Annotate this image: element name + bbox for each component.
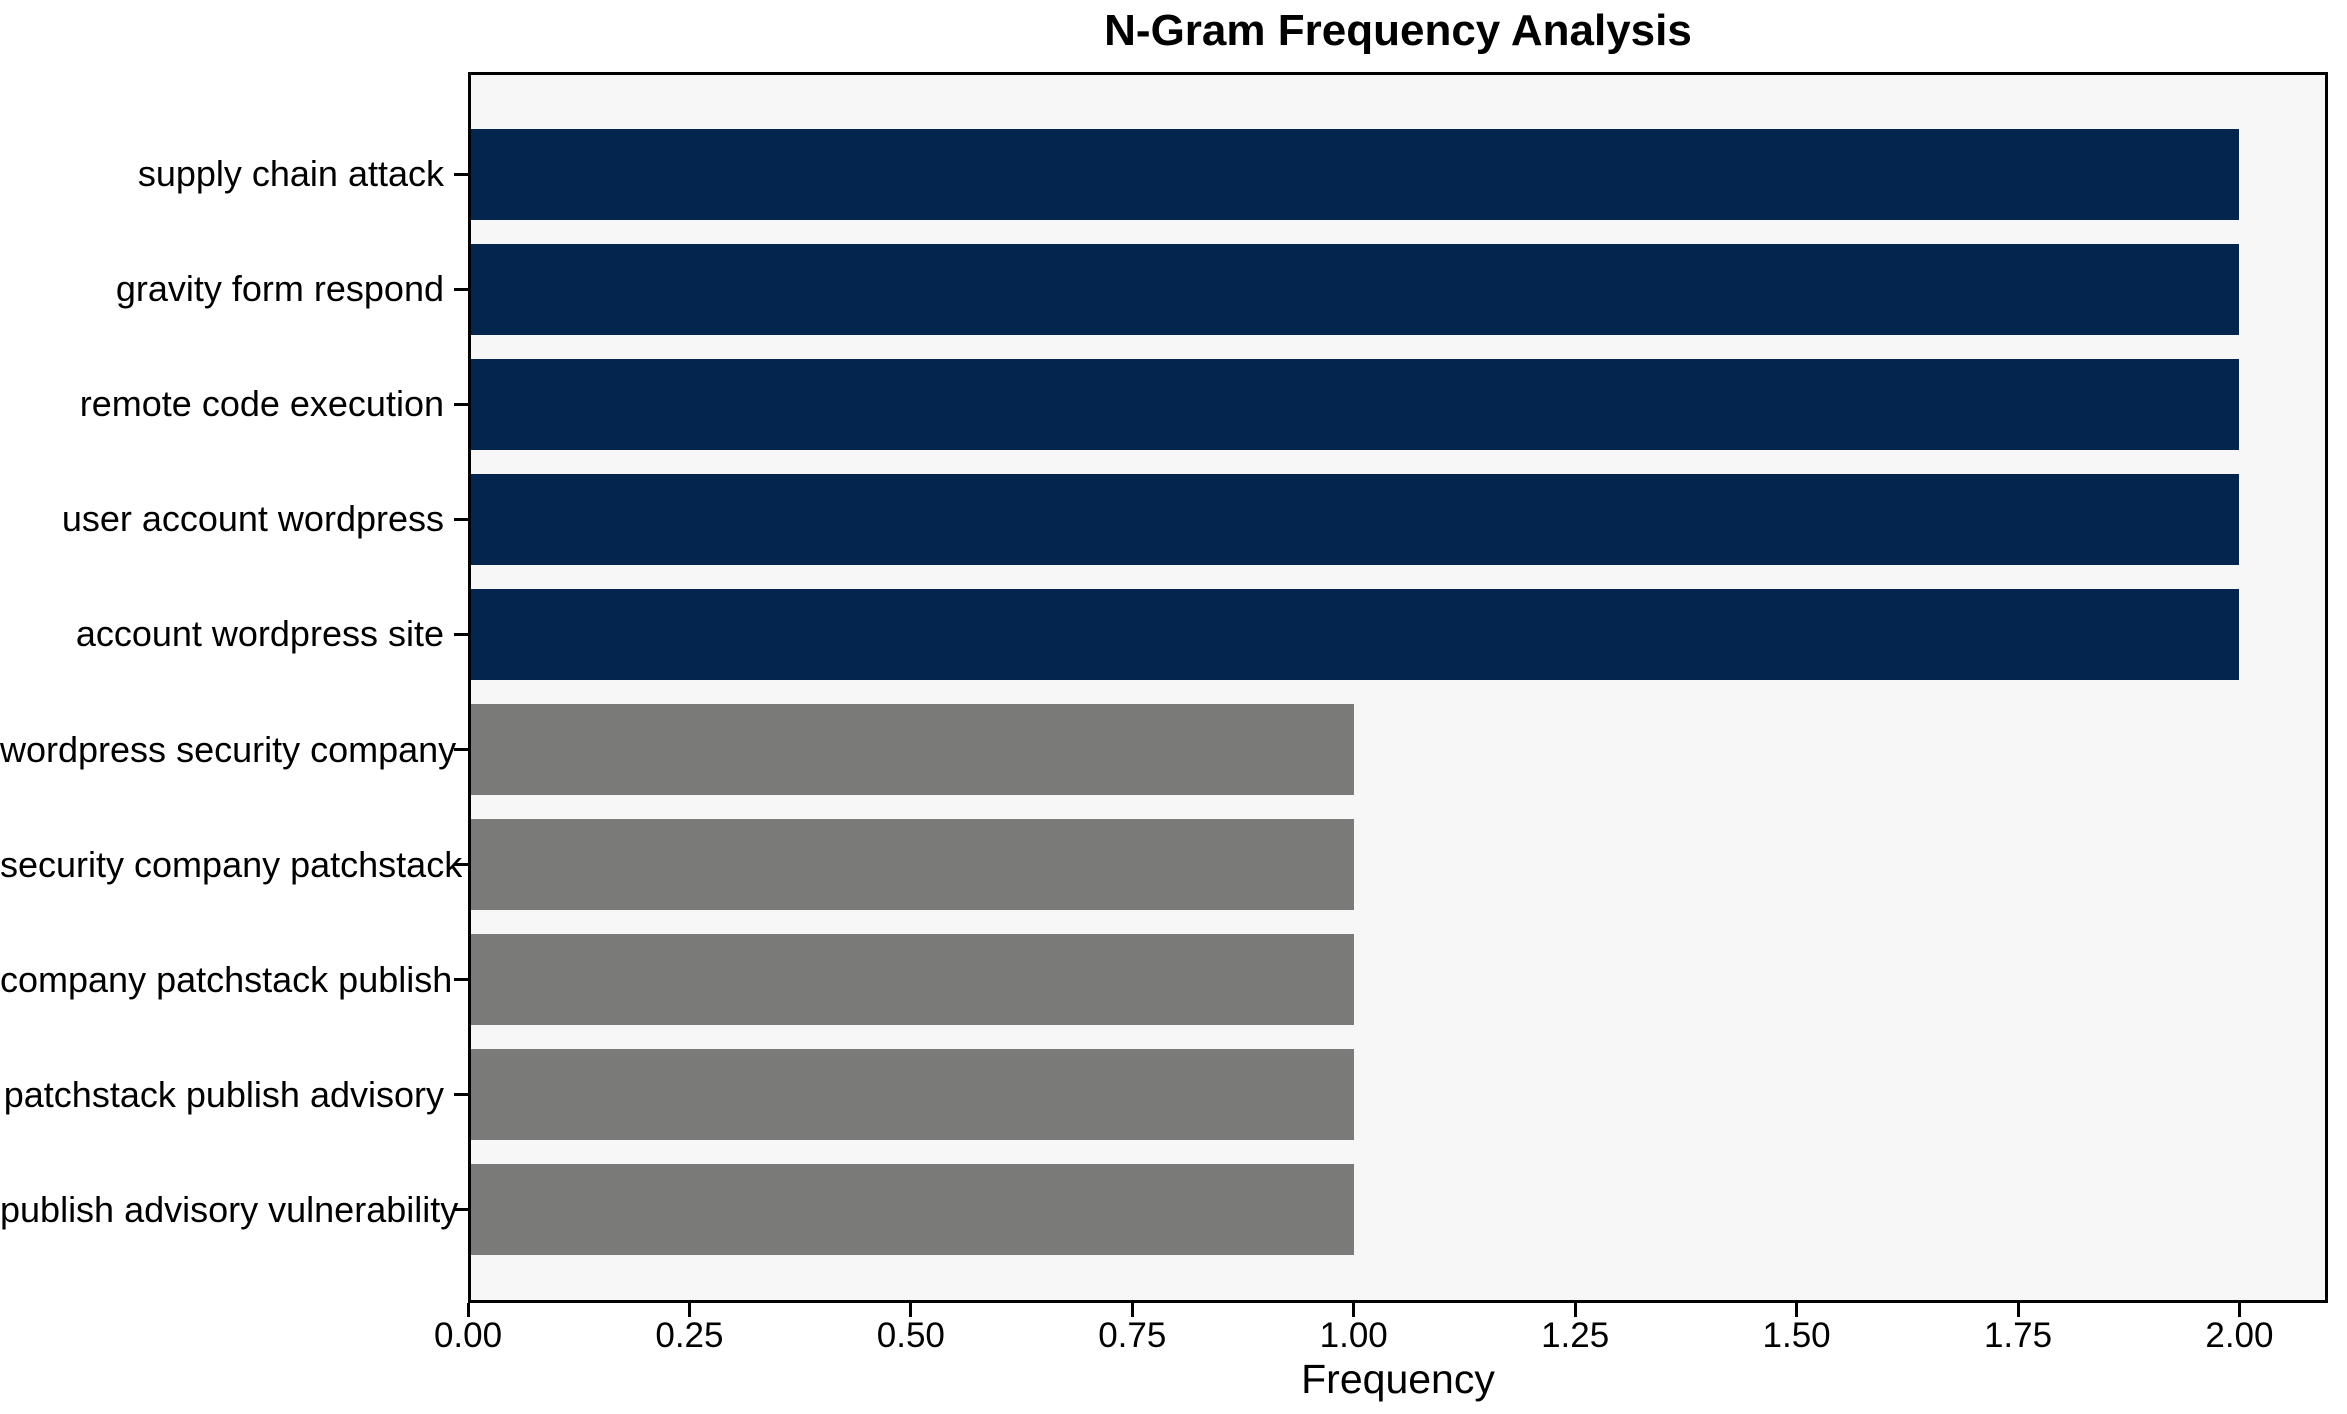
bar-remote-code-execution (468, 358, 2240, 450)
bar-company-patchstack-publish (468, 934, 1354, 1026)
y-tick-mark (454, 748, 468, 751)
y-axis-label: account wordpress site (75, 613, 444, 655)
bar-security-company-patchstack (468, 819, 1354, 911)
bar-wordpress-security-company (468, 704, 1354, 795)
x-tick-mark (1795, 1303, 1799, 1317)
y-tick-mark (454, 287, 468, 291)
chart-title: N-Gram Frequency Analysis (1104, 6, 1692, 55)
y-tick-mark (454, 978, 468, 982)
y-tick-mark (454, 517, 468, 521)
x-tick-label: 0.50 (876, 1316, 945, 1355)
bar-account-wordpress-site (468, 588, 2240, 680)
x-axis-title: Frequency (1301, 1356, 1495, 1402)
y-tick-mark (454, 172, 468, 176)
x-tick-mark (687, 1303, 691, 1317)
y-axis-label: company patchstack publish (0, 958, 453, 1000)
y-tick-mark (454, 1093, 468, 1097)
bar-gravity-form-respond (468, 243, 2240, 335)
bar-supply-chain-attack (468, 128, 2240, 220)
x-tick-mark (1352, 1303, 1356, 1317)
y-axis-label: wordpress security company (0, 728, 457, 770)
x-tick-mark (2016, 1303, 2020, 1317)
y-tick-mark (454, 402, 468, 406)
bar-publish-advisory-vulnerability (468, 1164, 1354, 1256)
x-tick-mark (466, 1303, 470, 1317)
x-tick-label: 1.25 (1541, 1316, 1610, 1355)
x-tick-label: 1.75 (1983, 1316, 2053, 1355)
y-axis-label: security company patchstack (0, 843, 463, 885)
y-axis-label: supply chain attack (137, 153, 444, 194)
x-tick-mark (909, 1303, 913, 1317)
x-tick-label: 1.00 (1319, 1316, 1388, 1355)
y-axis-label: remote code execution (79, 383, 444, 425)
bar-user-account-wordpress (468, 473, 2240, 565)
x-tick-mark (1573, 1303, 1577, 1317)
y-axis-label: user account wordpress (61, 498, 444, 540)
y-axis-label: gravity form respond (115, 268, 444, 310)
y-tick-mark (454, 863, 468, 867)
y-tick-mark (454, 632, 468, 636)
x-tick-label: 1.50 (1762, 1316, 1831, 1355)
x-tick-mark (1130, 1303, 1134, 1317)
bar-patchstack-publish-advisory (468, 1049, 1354, 1141)
x-tick-label: 0.75 (1098, 1316, 1167, 1355)
x-tick-label: 2.00 (2205, 1316, 2274, 1355)
plot-area (468, 72, 2328, 1303)
y-tick-mark (454, 1208, 468, 1212)
y-axis-label: patchstack publish advisory (3, 1073, 444, 1115)
x-tick-label: 0.25 (655, 1316, 724, 1355)
x-tick-label: 0.00 (433, 1316, 503, 1355)
x-tick-mark (2237, 1303, 2241, 1317)
y-axis-label: publish advisory vulnerability (0, 1188, 459, 1230)
